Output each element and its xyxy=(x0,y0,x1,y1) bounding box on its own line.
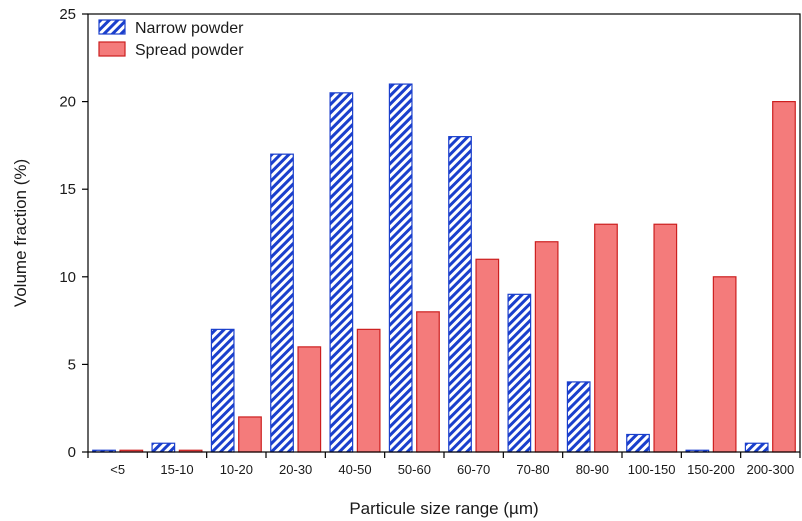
y-tick-label: 10 xyxy=(59,269,76,286)
x-tick-label: 40-50 xyxy=(338,462,371,477)
x-tick-label: 70-80 xyxy=(516,462,549,477)
x-tick-label: 200-300 xyxy=(746,462,794,477)
x-tick-label: 150-200 xyxy=(687,462,735,477)
legend-swatch-narrow-powder xyxy=(98,19,126,35)
bar-spread-powder xyxy=(297,346,322,453)
y-tick-label: 15 xyxy=(59,181,76,198)
y-axis: 0 5 10 15 20 25 xyxy=(59,6,88,461)
legend: Narrow powder Spread powder xyxy=(98,19,244,59)
x-tick-label: 50-60 xyxy=(398,462,431,477)
bar-narrow-powder xyxy=(626,433,650,453)
bar-spread-powder xyxy=(712,276,737,453)
bar-spread-powder xyxy=(238,416,262,453)
bar-narrow-powder xyxy=(566,381,591,453)
x-tick-label: 10-20 xyxy=(220,462,253,477)
bar-spread-powder xyxy=(594,223,618,453)
bar-spread-powder xyxy=(772,100,796,453)
x-axis: <5 15-10 10-20 20-30 40-50 50-60 60-70 70-80 80-… xyxy=(87,452,801,477)
y-tick-label: 20 xyxy=(59,94,76,111)
x-tick-label: <5 xyxy=(110,462,125,477)
bar-spread-powder xyxy=(356,328,381,453)
legend-label-narrow-powder: Narrow powder xyxy=(135,20,244,37)
bars-layer xyxy=(92,83,796,453)
bar-narrow-powder xyxy=(744,442,769,453)
bar-narrow-powder xyxy=(329,92,354,453)
x-tick-label: 100-150 xyxy=(628,462,676,477)
bar-spread-powder xyxy=(534,241,559,453)
bar-spread-powder xyxy=(653,223,678,453)
x-tick-label: 15-10 xyxy=(160,462,193,477)
legend-label-spread-powder: Spread powder xyxy=(135,42,244,59)
bar-narrow-powder xyxy=(151,442,176,453)
x-axis-label: Particule size range (µm) xyxy=(349,499,538,518)
bar-spread-powder xyxy=(475,258,500,453)
x-tick-label: 80-90 xyxy=(576,462,609,477)
bar-narrow-powder xyxy=(388,83,413,453)
bar-narrow-powder xyxy=(507,293,532,453)
x-tick-label: 60-70 xyxy=(457,462,490,477)
plot-area-frame xyxy=(87,13,801,453)
y-tick-label: 5 xyxy=(68,356,76,373)
bar-narrow-powder xyxy=(270,153,294,453)
bar-narrow-powder xyxy=(448,136,472,453)
bar-spread-powder xyxy=(416,311,440,453)
bar-narrow-powder xyxy=(210,328,235,453)
y-tick-label: 0 xyxy=(68,444,76,461)
y-tick-label: 25 xyxy=(59,6,76,23)
legend-swatch-spread-powder xyxy=(98,41,126,57)
x-tick-label: 20-30 xyxy=(279,462,312,477)
y-axis-label: Volume fraction (%) xyxy=(11,159,30,307)
